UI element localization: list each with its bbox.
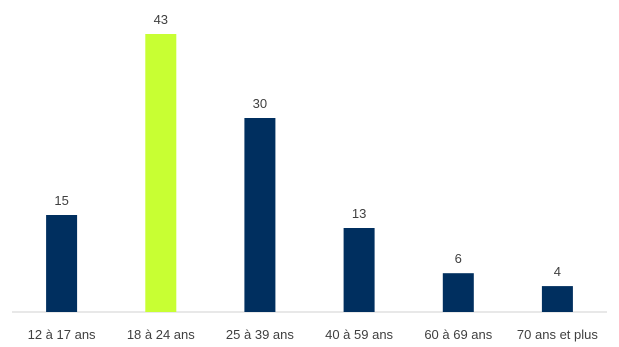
x-tick-label-1: 12 à 17 ans [28,327,96,342]
data-label-2: 43 [154,12,168,27]
data-label-6: 4 [554,264,561,279]
bar-4 [343,228,375,312]
data-label-4: 13 [352,206,366,221]
bar-3 [244,118,276,312]
x-tick-labels-group: 12 à 17 ans 18 à 24 ans 25 à 39 ans 40 à 59… [28,327,599,342]
bars-group [46,34,573,312]
bar-1 [46,215,78,312]
bar-2 [145,34,177,312]
x-tick-label-6: 70 ans et plus [517,327,598,342]
data-label-3: 30 [253,96,267,111]
data-label-5: 6 [455,251,462,266]
bar-5 [442,273,474,312]
x-tick-label-4: 40 à 59 ans [325,327,393,342]
bar-6 [541,286,573,312]
x-tick-label-5: 60 à 69 ans [424,327,492,342]
data-labels-group: 15 43 30 13 6 4 [54,12,561,279]
x-tick-label-2: 18 à 24 ans [127,327,195,342]
x-tick-label-3: 25 à 39 ans [226,327,294,342]
data-label-1: 15 [54,193,68,208]
